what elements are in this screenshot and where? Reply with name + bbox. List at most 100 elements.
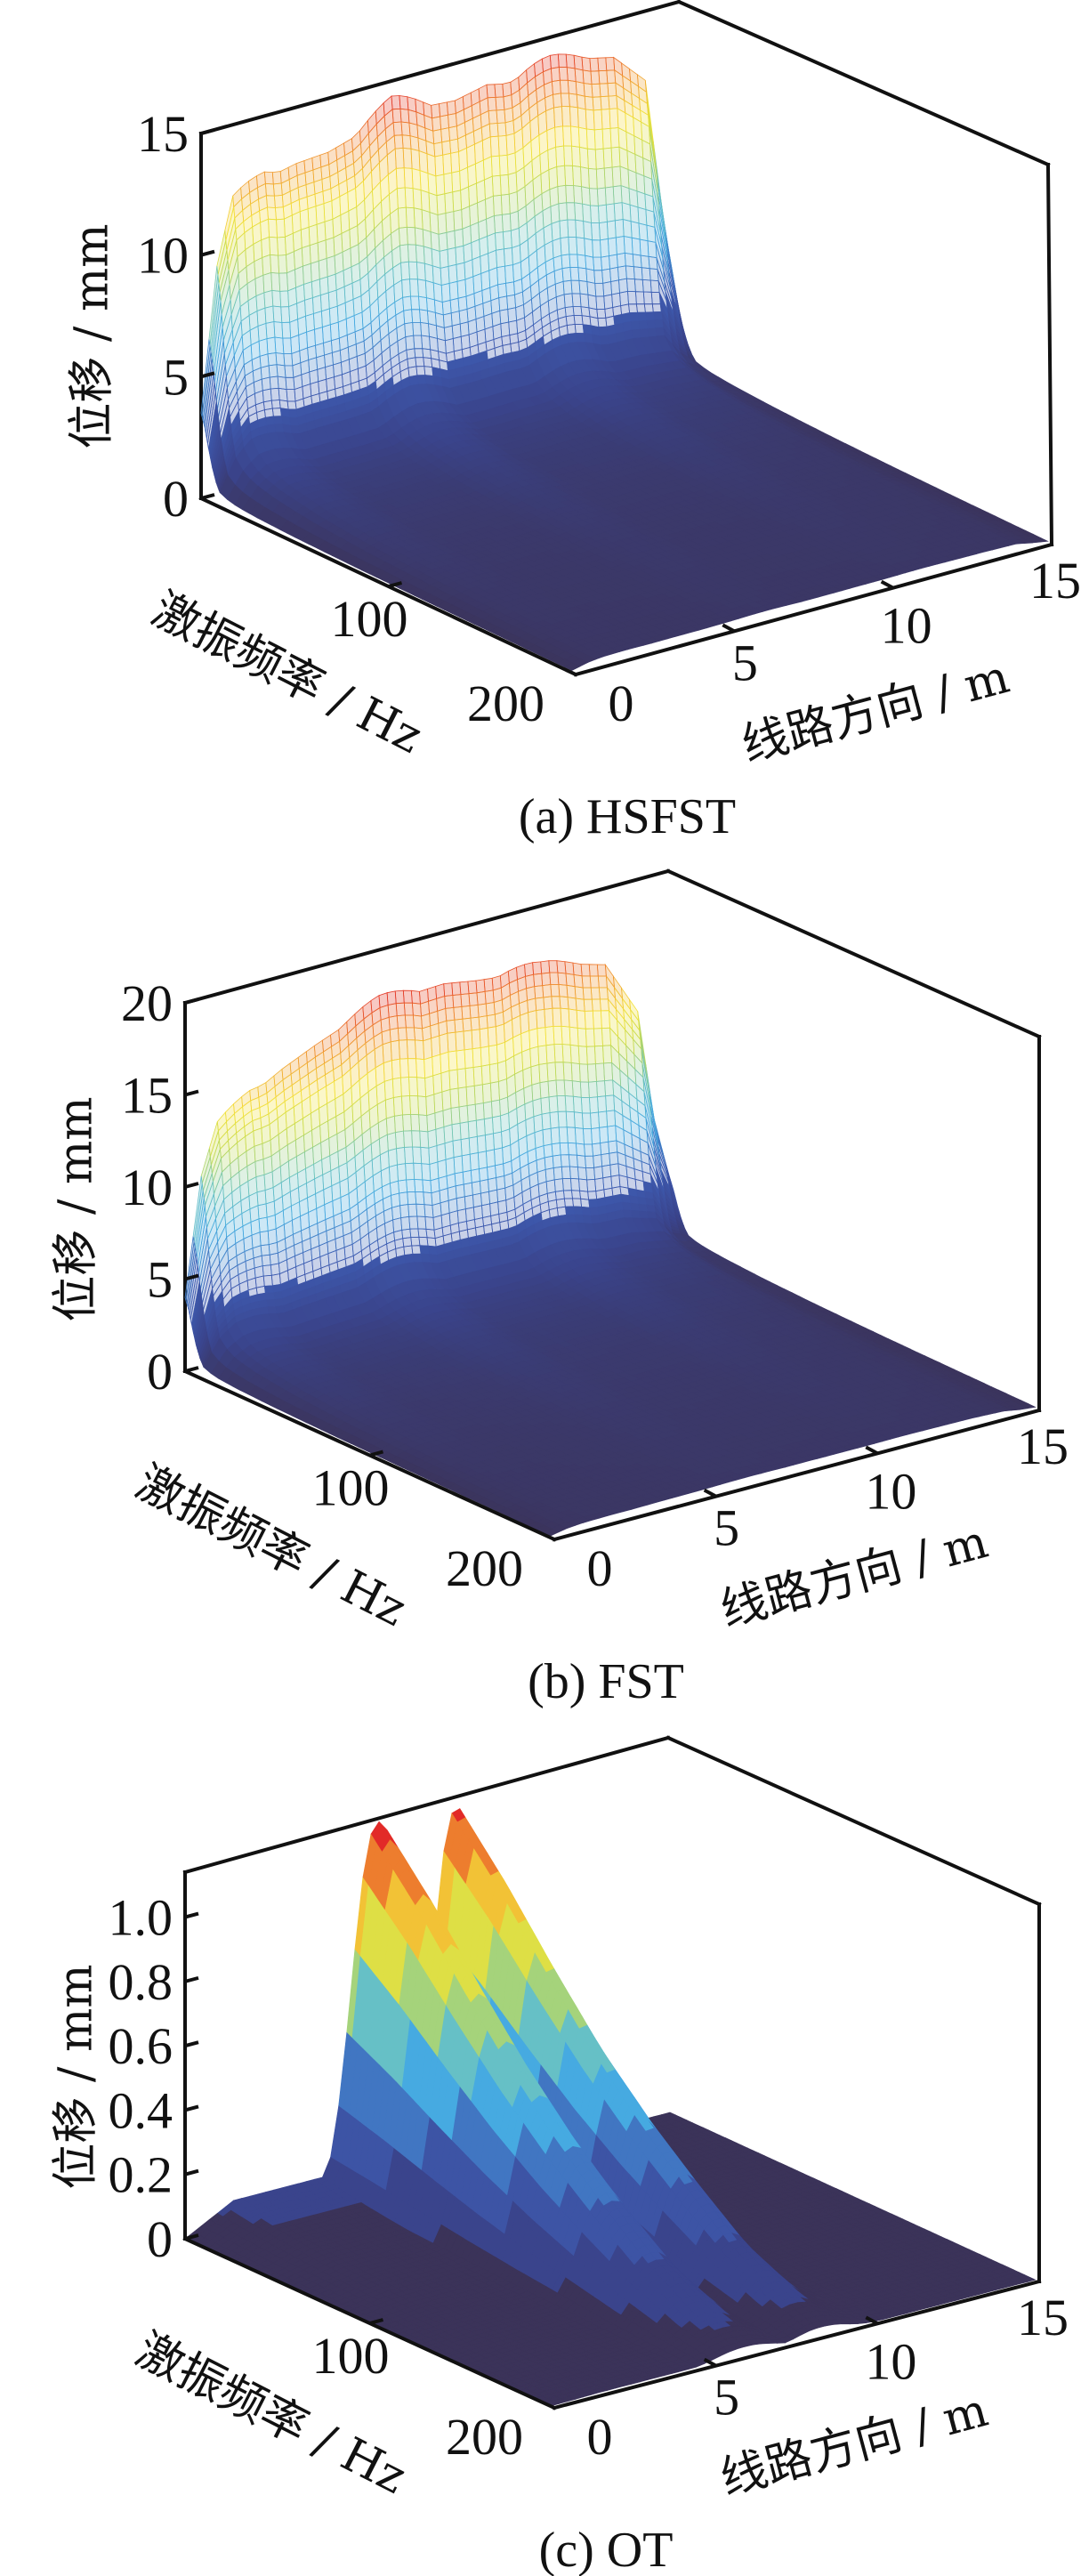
surface-cell xyxy=(277,236,286,256)
frequency-tick-label: 100 xyxy=(331,590,408,648)
surface-cell xyxy=(557,972,568,986)
surface-cell xyxy=(584,95,594,111)
surface-cell xyxy=(583,83,593,98)
surface-cell xyxy=(539,1080,550,1099)
surface-cell xyxy=(454,228,464,248)
surface-cell xyxy=(566,1126,577,1144)
surface-cell xyxy=(596,1080,607,1098)
box-edge-top-right xyxy=(676,0,1051,167)
surface-cell xyxy=(415,262,426,281)
surface-cell xyxy=(520,1012,530,1035)
surface-cell xyxy=(412,188,423,211)
surface-cell xyxy=(318,257,328,280)
surface-cell xyxy=(286,400,297,410)
surface-cell xyxy=(485,195,495,220)
surface-cell xyxy=(406,226,416,246)
surface-cell xyxy=(643,175,654,198)
z-tick-mark xyxy=(200,249,215,257)
surface-cell xyxy=(645,208,656,228)
surface-cell xyxy=(395,167,406,190)
surface-cell xyxy=(586,280,597,297)
surface-cell xyxy=(437,1159,448,1179)
surface-cell xyxy=(500,321,511,337)
surface-cell xyxy=(319,276,329,296)
surface-cell xyxy=(646,224,657,243)
surface-cell xyxy=(574,1126,585,1145)
surface-cell xyxy=(416,279,427,299)
surface-cell xyxy=(401,279,411,298)
surface-cell xyxy=(487,232,496,254)
surface-cell xyxy=(432,282,443,303)
surface-cell xyxy=(585,1028,595,1047)
surface-cell xyxy=(508,319,519,336)
surface-cell xyxy=(447,1031,457,1053)
surface-cell xyxy=(627,290,637,305)
surface-cell xyxy=(553,1178,564,1192)
surface-cell xyxy=(498,295,509,311)
surface-cell xyxy=(327,273,337,294)
surface-cell xyxy=(441,140,452,156)
surface-cell xyxy=(435,1126,446,1147)
surface-cell xyxy=(450,151,461,174)
surface-cell xyxy=(456,262,466,282)
surface-cell xyxy=(556,1095,567,1112)
surface-cell xyxy=(488,109,498,125)
surface-cell xyxy=(572,306,583,317)
surface-cell xyxy=(553,93,562,109)
surface-cell xyxy=(638,222,649,242)
surface-cell xyxy=(577,1167,588,1181)
surface-cell xyxy=(593,1166,604,1180)
surface-cell xyxy=(592,239,601,258)
surface-cell xyxy=(423,1038,433,1061)
surface-cell xyxy=(549,186,560,207)
surface-cell xyxy=(404,321,415,338)
surface-cell xyxy=(262,388,272,403)
surface-cell xyxy=(610,146,621,168)
surface-cell xyxy=(543,996,553,1010)
surface-cell xyxy=(472,1205,483,1220)
surface-cell xyxy=(615,236,625,255)
surface-cell xyxy=(599,998,609,1012)
surface-cell xyxy=(288,416,299,426)
surface-cell xyxy=(550,203,561,224)
surface-cell xyxy=(479,1179,489,1194)
surface-cell xyxy=(453,1155,464,1175)
surface-mesh xyxy=(200,53,1049,671)
surface-cell xyxy=(460,993,471,1007)
surface-cell xyxy=(566,67,577,83)
surface-cell xyxy=(469,1004,480,1019)
surface-cell xyxy=(580,964,591,977)
surface-cell xyxy=(476,990,487,1005)
surface-cell xyxy=(262,254,272,276)
surface-cell xyxy=(496,248,505,269)
surface-cell xyxy=(468,992,479,1006)
surface-cell xyxy=(464,1067,475,1088)
surface-cell xyxy=(263,408,274,418)
surface-cell xyxy=(606,69,617,85)
surface-cell xyxy=(492,194,503,216)
surface-cell xyxy=(578,1063,589,1083)
surface-cell xyxy=(422,229,432,250)
surface-cell xyxy=(489,1081,500,1102)
surface-cell xyxy=(583,333,593,344)
surface-cell xyxy=(604,186,615,206)
surface-cell xyxy=(430,230,440,252)
surface-cell xyxy=(428,323,438,339)
surface-cell xyxy=(488,1189,499,1205)
surface-cell xyxy=(584,1143,594,1157)
surface-cell xyxy=(491,174,502,197)
surface-cell xyxy=(565,53,576,69)
surface-cell xyxy=(471,1029,481,1050)
surface-cell xyxy=(439,248,449,269)
surface-cell xyxy=(553,106,563,128)
surface-cell xyxy=(266,424,276,434)
surface-cell xyxy=(452,1139,463,1159)
surface-cell xyxy=(274,424,284,433)
surface-cell xyxy=(286,269,296,292)
surface-cell xyxy=(481,136,492,161)
surface-cell xyxy=(478,1015,488,1030)
surface-cell xyxy=(558,1126,569,1143)
surface-cell xyxy=(440,1070,451,1093)
